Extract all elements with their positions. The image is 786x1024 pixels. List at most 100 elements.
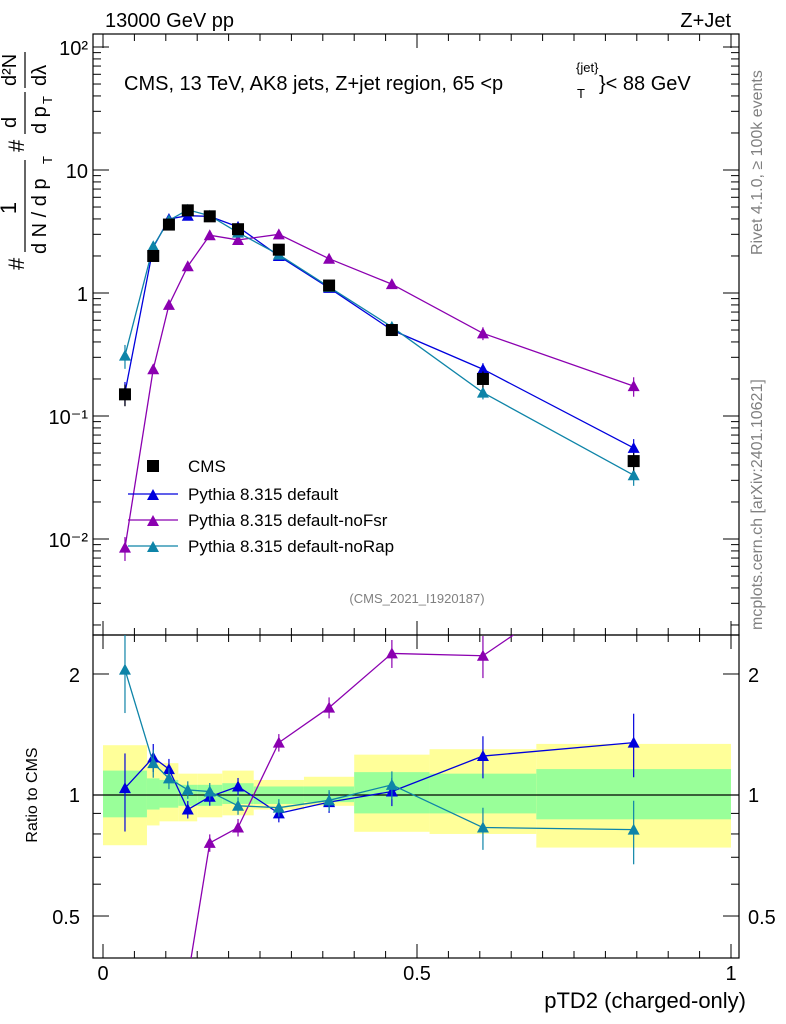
header-right-title: Z+Jet — [680, 10, 731, 32]
cms-point-2 — [162, 218, 175, 231]
ratio-point-noFsr-9 — [476, 649, 489, 661]
ratio-y-axis-label: Ratio to CMS — [24, 747, 41, 842]
svg-text:d²N: d²N — [0, 54, 21, 86]
ratio-y-tick-1: 1 — [69, 785, 80, 807]
ratio-y-tick-0.5: 0.5 — [52, 907, 80, 929]
svg-text:d p: d p — [29, 106, 51, 134]
main-series-group — [118, 203, 640, 561]
band-inner-9 — [429, 773, 537, 814]
ratio-point-noFsr-4 — [203, 836, 216, 848]
ratio-y-tick-right-1: 1 — [748, 785, 759, 807]
svg-text:d: d — [0, 117, 21, 128]
main-point-noFsr-2 — [162, 298, 175, 310]
ratio-point-default-3 — [181, 803, 194, 815]
ratio-line-noRap-8 — [391, 784, 484, 829]
band-inner-2 — [159, 779, 179, 808]
y-tick-label-100: 10² — [59, 38, 88, 60]
cms-point-8 — [385, 324, 398, 337]
ratio-line-noFsr-8 — [391, 652, 483, 657]
main-series-default — [118, 209, 640, 459]
cms-point-10 — [627, 455, 640, 468]
description-sup: {jet} — [576, 60, 599, 75]
main-point-default-10 — [627, 441, 640, 453]
main-point-noRap-9 — [476, 386, 489, 398]
ratio-point-noRap-4 — [203, 785, 216, 797]
ratio-line-noFsr-6 — [278, 707, 330, 744]
description-sub: T — [577, 86, 585, 101]
ratio-line-default-0 — [124, 757, 154, 789]
cms-point-6 — [272, 243, 285, 256]
ratio-y-tick-labels-right: 0.5 1 2 — [748, 665, 776, 929]
ratio-line-default-8 — [391, 755, 484, 793]
ratio-point-default-0 — [118, 782, 131, 794]
main-line-noRap — [124, 209, 634, 476]
ratio-line-noRap-0 — [124, 669, 154, 764]
legend-label-cms: CMS — [188, 457, 226, 476]
cms-point-5 — [232, 223, 245, 236]
ratio-line-noRap-7 — [328, 784, 393, 801]
ratio-line-noRap-4 — [209, 790, 239, 807]
cms-point-9 — [476, 372, 489, 385]
svg-text:T: T — [40, 96, 55, 104]
band-inner-1 — [146, 778, 160, 810]
header-left-title: 13000 GeV pp — [105, 10, 234, 32]
legend-marker-noFsr — [147, 515, 159, 526]
main-point-default-9 — [476, 363, 489, 375]
ratio-point-noRap-0 — [118, 663, 131, 675]
main-y-tick-labels: 10⁻² 10⁻¹ 1 10 10² — [49, 38, 89, 552]
ratio-line-noFsr-7 — [328, 652, 393, 709]
ratio-point-default-5 — [232, 780, 245, 792]
cms-point-1 — [147, 249, 160, 262]
axis-ticks — [93, 34, 739, 958]
svg-text:1: 1 — [0, 202, 21, 214]
main-point-noFsr-5 — [232, 233, 245, 245]
ratio-point-noRap-3 — [181, 783, 194, 795]
ratio-point-noRap-7 — [323, 794, 336, 806]
y-tick-label-1e-2: 10⁻² — [49, 530, 89, 552]
ratio-line-default-6 — [278, 801, 330, 815]
ratio-point-noRap-2 — [162, 772, 175, 784]
main-point-noFsr-3 — [181, 260, 194, 272]
main-point-noFsr-9 — [476, 327, 489, 339]
ratio-point-noRap-5 — [232, 799, 245, 811]
main-point-noFsr-10 — [627, 380, 640, 392]
cms-point-0 — [118, 388, 131, 401]
svg-text:#: # — [4, 139, 29, 152]
cms-point-3 — [181, 204, 194, 217]
x-axis-label: pTD2 (charged-only) — [544, 988, 746, 1013]
legend-label-noRap: Pythia 8.315 default-noRap — [188, 537, 394, 556]
x-tick-label-0.5: 0.5 — [403, 963, 431, 985]
ratio-line-noRap-6 — [278, 799, 330, 809]
ratio-line-noRap-5 — [237, 805, 279, 809]
ratio-line-default-9 — [482, 741, 634, 757]
main-series-cms — [118, 204, 640, 471]
ratio-line-noRap-3 — [187, 789, 210, 793]
main-point-noRap-1 — [147, 240, 160, 252]
ratio-line-noRap-9 — [482, 826, 634, 831]
ratio-point-default-9 — [476, 750, 489, 762]
ratio-line-noFsr-5 — [237, 742, 280, 828]
legend-label-noFsr: Pythia 8.315 default-noFsr — [188, 511, 388, 530]
legend: CMS Pythia 8.315 default Pythia 8.315 de… — [128, 457, 394, 556]
ratio-panel-frame — [92, 634, 740, 959]
ratio-line-default-2 — [168, 768, 189, 810]
ratio-point-noRap-8 — [385, 778, 398, 790]
plot-description: CMS, 13 TeV, AK8 jets, Z+jet region, 65 … — [124, 60, 691, 101]
ratio-series-group — [118, 634, 640, 959]
ratio-point-noFsr-8 — [385, 647, 398, 659]
svg-text:dλ: dλ — [29, 65, 51, 86]
ratio-line-default-7 — [328, 790, 392, 803]
legend-marker-default — [147, 489, 159, 500]
main-series-noFsr — [118, 228, 640, 561]
ratio-point-noRap-1 — [147, 757, 160, 769]
y-tick-label-10: 10 — [66, 161, 88, 183]
main-point-noFsr-0 — [118, 541, 131, 553]
ratio-point-noFsr-6 — [272, 736, 285, 748]
analysis-tag: (CMS_2021_I1920187) — [349, 591, 484, 606]
ratio-y-tick-right-2: 2 — [748, 665, 759, 687]
main-y-axis-label: # 1 d N / d p T # d d p T d²N dλ — [0, 52, 55, 270]
description-tail: }< 88 GeV — [599, 73, 691, 95]
ratio-series-noRap — [118, 635, 640, 865]
description-lead: CMS, 13 TeV, AK8 jets, Z+jet region, 65 … — [124, 73, 503, 95]
